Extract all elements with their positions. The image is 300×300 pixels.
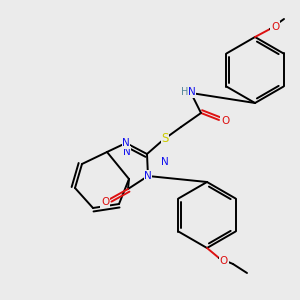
- Text: O: O: [101, 197, 109, 207]
- Text: H: H: [181, 87, 189, 97]
- Text: N: N: [123, 147, 131, 157]
- Text: N: N: [122, 138, 130, 148]
- Text: O: O: [221, 116, 229, 126]
- Text: N: N: [161, 157, 169, 167]
- Text: S: S: [161, 133, 169, 146]
- Text: N: N: [188, 87, 196, 97]
- Text: N: N: [144, 171, 152, 181]
- Text: O: O: [271, 22, 279, 32]
- Text: O: O: [220, 256, 228, 266]
